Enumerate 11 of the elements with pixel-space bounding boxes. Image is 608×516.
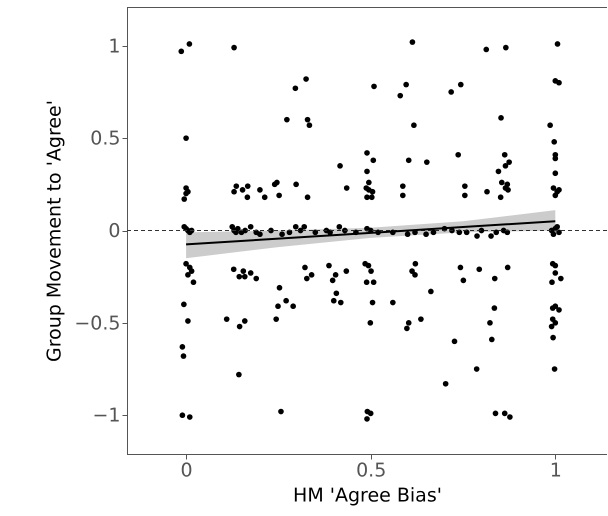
x-axis-title: HM 'Agree Bias' <box>293 484 442 506</box>
y-tick-label: −1 <box>92 404 120 427</box>
y-axis-title: Group Movement to 'Agree' <box>43 100 66 362</box>
y-tick-label: −0.5 <box>74 312 120 334</box>
x-tick-label: 0.5 <box>356 460 386 482</box>
x-tick-label: 0 <box>180 460 193 482</box>
y-tick-label: 1 <box>108 35 120 58</box>
y-tick-label: 0.5 <box>90 128 120 150</box>
line-series <box>185 220 556 246</box>
x-tick-label: 1 <box>550 460 562 482</box>
y-tick-label: 0 <box>108 220 120 242</box>
